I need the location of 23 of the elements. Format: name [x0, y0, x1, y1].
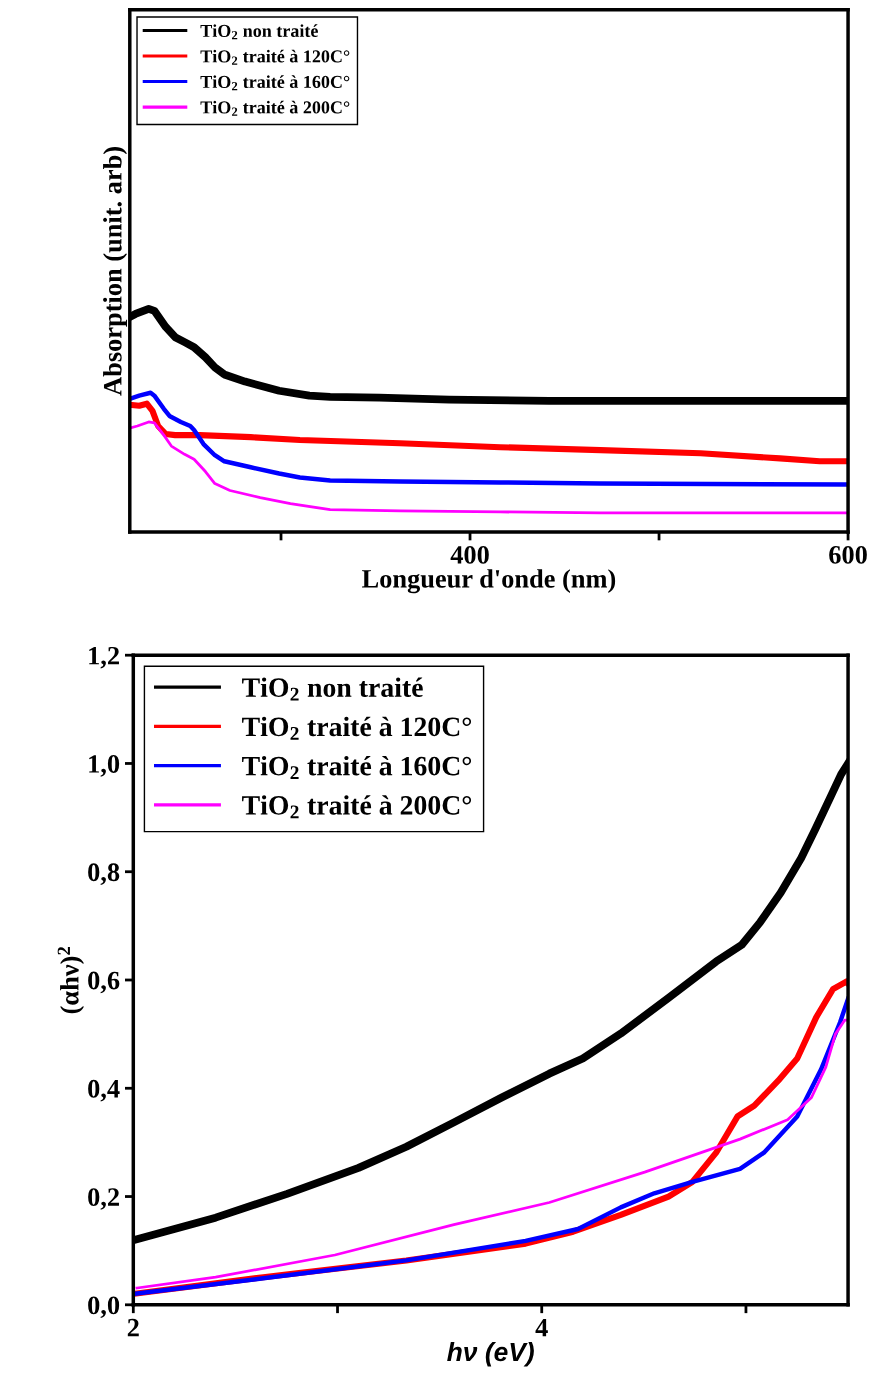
y-axis-title: (αhν)$^{2}$: [57, 947, 85, 1014]
legend-label: TiO$_{2}$ traité à 200C°: [200, 100, 350, 116]
legend-label: TiO$_{2}$ traité à 160C°: [242, 755, 472, 780]
y-tick-label: 0,8: [88, 863, 120, 885]
legend-label: TiO$_{2}$ traité à 200C°: [242, 795, 472, 819]
y-tick-label: 0,2: [88, 1188, 119, 1210]
legend-label: TiO$_{2}$ traité à 160C°: [200, 75, 350, 91]
x-tick-label: 400: [450, 545, 489, 564]
y-tick-label: 0,6: [88, 971, 120, 994]
x-tick-label: 4: [535, 1318, 548, 1337]
x-tick-label: 2: [127, 1318, 139, 1337]
legend-label: TiO$_{2}$ traité à 120C°: [200, 49, 350, 65]
legend-label: TiO$_{2}$ non traité: [200, 24, 318, 40]
y-tick-label: 1,0: [89, 755, 120, 777]
y-axis-title: Absorption (unit. arb): [103, 147, 128, 396]
y-tick-label: 0,0: [88, 1296, 120, 1319]
x-axis-title: Longueur d'onde (nm): [362, 569, 616, 594]
y-tick-label: 1,2: [89, 646, 119, 669]
y-tick-label: 0,4: [88, 1079, 120, 1102]
x-tick-label: 600: [829, 545, 867, 564]
legend-label: TiO$_{2}$ non traité: [242, 677, 423, 701]
legend-label: TiO$_{2}$ traité à 120C°: [242, 716, 472, 740]
x-axis-title: hν (eV): [447, 1341, 534, 1367]
